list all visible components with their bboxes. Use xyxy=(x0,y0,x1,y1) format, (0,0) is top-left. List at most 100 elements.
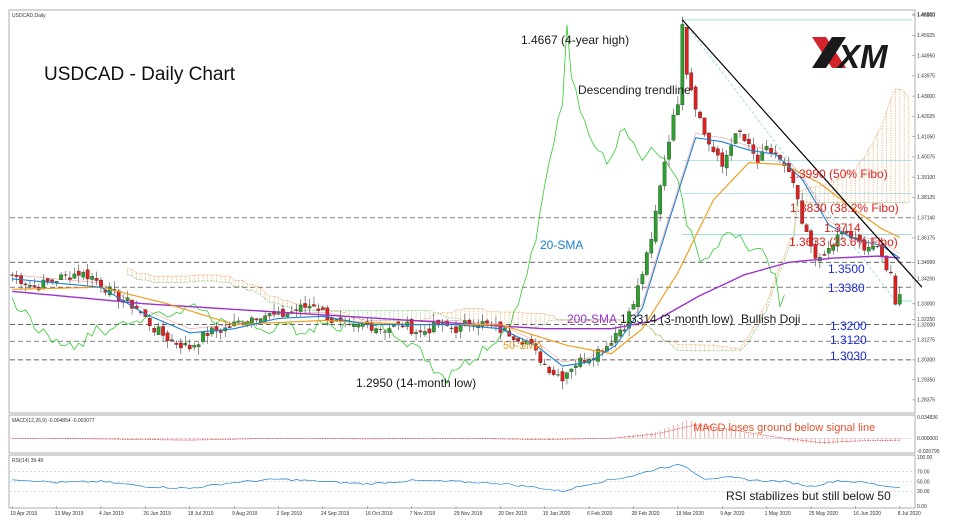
candle-body xyxy=(884,255,889,271)
time-tick-label: 7 Nov 2019 xyxy=(410,511,436,517)
candle-body xyxy=(316,308,321,311)
price-tick-label: 1.34999 xyxy=(917,260,935,266)
price-tick-label: 1.28375 xyxy=(917,398,935,404)
candle-body xyxy=(831,244,836,251)
candle-body xyxy=(667,141,671,160)
candle-body xyxy=(81,272,86,278)
candle-body xyxy=(423,331,427,335)
candle-body xyxy=(715,148,720,156)
candle-body xyxy=(565,372,569,379)
time-tick-label: 16 Oct 2019 xyxy=(365,511,392,517)
candle-body xyxy=(795,185,800,200)
candle-body xyxy=(321,307,325,310)
level-label-1-3030: 1.3030 xyxy=(830,349,867,363)
candle-body xyxy=(849,231,853,239)
candle-body xyxy=(729,145,733,156)
candle-body xyxy=(352,323,356,327)
candle-body xyxy=(179,342,183,349)
annotation-4-year-high: 1.4667 (4-year high) xyxy=(521,33,629,47)
chart-title: USDCAD - Daily Chart xyxy=(44,64,236,85)
time-tick-label: 28 Feb 2020 xyxy=(632,511,660,517)
candle-body xyxy=(658,185,662,215)
candle-body xyxy=(383,331,387,333)
rsi-tick-label: 30.00 xyxy=(917,489,930,495)
time-tick-label: 15 Jan 2020 xyxy=(543,511,571,517)
candle-body xyxy=(258,318,263,323)
candle-body xyxy=(755,154,760,164)
price-tick-label: 1.42025 xyxy=(917,114,935,120)
candle-body xyxy=(187,344,192,350)
candle-body xyxy=(445,321,449,326)
macd-tick-label: 0.000000 xyxy=(917,436,938,442)
rsi-tick-label: 100.00 xyxy=(917,455,933,461)
price-tick-label: 1.43975 xyxy=(917,74,935,80)
macd-indicator: 0.034836 0.000000 -0.020795 xyxy=(10,415,940,455)
candle-body xyxy=(866,246,871,252)
candle-body xyxy=(68,277,72,280)
price-tick-label: 1.36175 xyxy=(917,236,935,242)
annotation-descending-trendline: Descending trendline xyxy=(578,83,691,97)
candle-body xyxy=(94,278,99,281)
time-tick-label: 2 Sep 2019 xyxy=(276,511,302,517)
time-tick-label: 19 Mar 2020 xyxy=(676,511,704,517)
rsi-indicator: 100.00 70.00 50.00 30.00 0.00 xyxy=(10,455,933,510)
candle-body xyxy=(396,321,401,324)
annotation-3-month-low: 1.3314 (3-month low) xyxy=(620,312,733,326)
xm-logo: XM xyxy=(812,37,889,75)
candle-body xyxy=(702,117,707,135)
level-label-1-3380: 1.3380 xyxy=(828,281,865,295)
time-tick-label: 24 Sep 2019 xyxy=(321,511,350,517)
price-tick-label: 1.29350 xyxy=(917,377,935,383)
macd-panel-frame xyxy=(8,414,916,454)
candle-body xyxy=(671,114,676,141)
candle-body xyxy=(431,321,436,333)
time-tick-label: 16 Jun 2020 xyxy=(853,511,881,517)
time-tick-label: 9 Aug 2019 xyxy=(232,511,258,517)
candle-body xyxy=(804,224,809,233)
time-axis: 19 Apr 2019 13 May 2019 4 Jun 2019 26 Jun 2… xyxy=(10,506,921,517)
time-tick-label: 13 May 2019 xyxy=(55,511,84,517)
price-tick-label: 1.37140 xyxy=(917,216,935,222)
kijun-line xyxy=(12,133,900,363)
candle-body xyxy=(573,365,578,368)
candle-body xyxy=(764,145,769,151)
candle-body xyxy=(720,152,725,167)
rsi-annotation: RSI stabilizes but still below 50 xyxy=(726,489,891,503)
candle-body xyxy=(165,332,170,342)
candle-body xyxy=(192,345,197,348)
candle-body xyxy=(23,283,28,286)
candle-body xyxy=(312,304,316,307)
candle-body xyxy=(218,330,223,333)
rsi-line xyxy=(12,464,900,493)
candle-body xyxy=(689,72,694,90)
time-tick-label: 6 Feb 2020 xyxy=(587,511,613,517)
candle-body xyxy=(707,132,711,145)
candle-body xyxy=(170,339,174,341)
candle-body xyxy=(547,366,552,374)
candle-body xyxy=(485,320,489,324)
chikou-span xyxy=(11,24,785,385)
candle-body xyxy=(640,274,645,284)
candle-body xyxy=(649,239,654,254)
price-tick-label: 1.33000 xyxy=(917,302,935,308)
candle-body xyxy=(582,360,587,363)
candle-body xyxy=(742,134,747,141)
candle-body xyxy=(50,279,54,282)
candle-body xyxy=(174,342,179,345)
candle-body xyxy=(183,342,188,346)
price-tick-label: 1.46900 xyxy=(917,13,935,19)
candle-body xyxy=(90,276,94,280)
time-tick-label: 8 Jul 2020 xyxy=(898,511,921,517)
candle-body xyxy=(578,357,583,367)
level-label-1-3714: 1.3714 xyxy=(824,221,861,235)
candle-body xyxy=(613,332,618,343)
sma-20-line xyxy=(12,137,901,367)
candle-body xyxy=(662,161,667,187)
price-tick-label: 1.38125 xyxy=(917,195,935,201)
candle-body xyxy=(813,244,818,259)
candle-body xyxy=(369,322,374,331)
trendline-line xyxy=(681,19,923,288)
price-tick-label: 1.40075 xyxy=(917,155,935,161)
